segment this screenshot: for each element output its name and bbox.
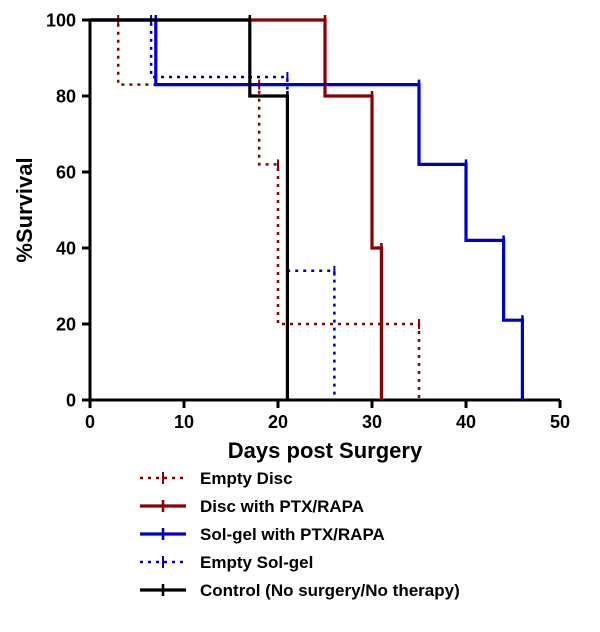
x-tick-label: 20 <box>268 412 288 432</box>
survival-chart: 0 10 20 30 40 50 0 20 40 60 80 100 Days post Surgery… <box>0 0 600 632</box>
y-axis-label: %Survival <box>12 157 37 262</box>
x-tick-label: 40 <box>456 412 476 432</box>
x-tick-label: 50 <box>550 412 570 432</box>
x-tick-label: 10 <box>174 412 194 432</box>
legend-item: Disc with PTX/RAPA <box>140 497 364 516</box>
legend-label: Sol-gel with PTX/RAPA <box>200 525 385 544</box>
series-3 <box>90 15 334 400</box>
legend-label: Control (No surgery/No therapy) <box>200 581 460 600</box>
series-0 <box>90 15 419 400</box>
y-tick-label: 60 <box>56 162 76 182</box>
chart-svg: 0 10 20 30 40 50 0 20 40 60 80 100 Days post Surgery… <box>0 0 600 632</box>
axes: 0 10 20 30 40 50 0 20 40 60 80 100 <box>46 10 570 432</box>
legend-label: Empty Disc <box>200 469 293 488</box>
x-tick-label: 0 <box>85 412 95 432</box>
legend-label: Empty Sol-gel <box>200 553 313 572</box>
legend-item: Sol-gel with PTX/RAPA <box>140 525 385 544</box>
legend-item: Empty Disc <box>140 469 293 488</box>
legend: Empty Disc Disc with PTX/RAPA Sol-gel with… <box>140 469 460 600</box>
series-4 <box>90 15 287 400</box>
y-tick-label: 80 <box>56 86 76 106</box>
y-tick-label: 0 <box>66 390 76 410</box>
y-tick-label: 20 <box>56 314 76 334</box>
y-tick-label: 40 <box>56 238 76 258</box>
y-tick-label: 100 <box>46 10 76 30</box>
legend-label: Disc with PTX/RAPA <box>200 497 364 516</box>
x-tick-label: 30 <box>362 412 382 432</box>
series-1 <box>90 15 381 400</box>
x-axis-label: Days post Surgery <box>228 438 423 463</box>
legend-item: Control (No surgery/No therapy) <box>140 581 460 600</box>
series-2 <box>90 15 522 400</box>
legend-item: Empty Sol-gel <box>140 553 313 572</box>
